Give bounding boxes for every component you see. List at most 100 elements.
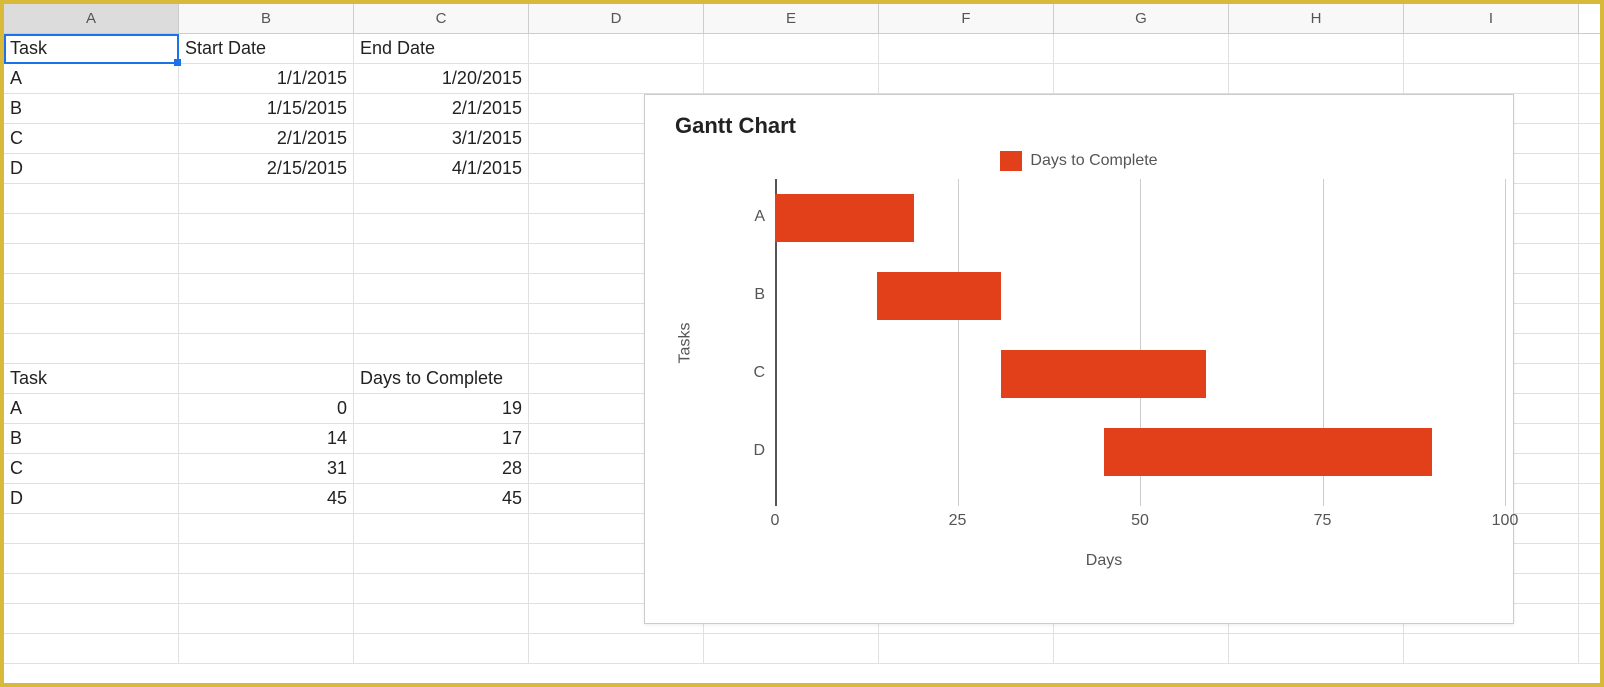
cell-d21[interactable] (529, 634, 704, 663)
cell-g1[interactable] (1054, 34, 1229, 63)
column-header-a[interactable]: A (4, 4, 179, 33)
cell-i21[interactable] (1404, 634, 1579, 663)
chart-bar-a (775, 194, 914, 242)
cell-c13[interactable]: 19 (354, 394, 529, 423)
cell-b21[interactable] (179, 634, 354, 663)
cell-c12[interactable]: Days to Complete (354, 364, 529, 393)
cell-a18[interactable] (4, 544, 179, 573)
cell-b3[interactable]: 1/15/2015 (179, 94, 354, 123)
cell-a13[interactable]: A (4, 394, 179, 423)
chart-xtick: 100 (1492, 512, 1519, 530)
cell-c15[interactable]: 28 (354, 454, 529, 483)
cell-a19[interactable] (4, 574, 179, 603)
cell-b10[interactable] (179, 304, 354, 333)
cell-b6[interactable] (179, 184, 354, 213)
cell-a15[interactable]: C (4, 454, 179, 483)
cell-d1[interactable] (529, 34, 704, 63)
cell-c8[interactable] (354, 244, 529, 273)
cell-c10[interactable] (354, 304, 529, 333)
cell-b16[interactable]: 45 (179, 484, 354, 513)
cell-c7[interactable] (354, 214, 529, 243)
cell-b20[interactable] (179, 604, 354, 633)
cell-h2[interactable] (1229, 64, 1404, 93)
cell-a11[interactable] (4, 334, 179, 363)
cell-b13[interactable]: 0 (179, 394, 354, 423)
cell-c4[interactable]: 3/1/2015 (354, 124, 529, 153)
column-header-e[interactable]: E (704, 4, 879, 33)
cell-c14[interactable]: 17 (354, 424, 529, 453)
column-header-g[interactable]: G (1054, 4, 1229, 33)
cell-c9[interactable] (354, 274, 529, 303)
cell-e1[interactable] (704, 34, 879, 63)
cell-a20[interactable] (4, 604, 179, 633)
spreadsheet-frame: ABCDEFGHI TaskStart DateEnd DateA1/1/201… (0, 0, 1604, 687)
cell-f21[interactable] (879, 634, 1054, 663)
chart-gridline (1505, 179, 1506, 506)
cell-i2[interactable] (1404, 64, 1579, 93)
chart-plot-area: Tasks 0255075100ABCD Days (665, 179, 1493, 574)
cell-a8[interactable] (4, 244, 179, 273)
cell-b1[interactable]: Start Date (179, 34, 354, 63)
cell-i1[interactable] (1404, 34, 1579, 63)
cell-c19[interactable] (354, 574, 529, 603)
cell-a3[interactable]: B (4, 94, 179, 123)
cell-b12[interactable] (179, 364, 354, 393)
cell-a9[interactable] (4, 274, 179, 303)
cell-a16[interactable]: D (4, 484, 179, 513)
cell-a6[interactable] (4, 184, 179, 213)
cell-a4[interactable]: C (4, 124, 179, 153)
chart-ylabel: Tasks (676, 322, 694, 363)
cell-a7[interactable] (4, 214, 179, 243)
cell-c16[interactable]: 45 (354, 484, 529, 513)
cell-d2[interactable] (529, 64, 704, 93)
column-header-i[interactable]: I (1404, 4, 1579, 33)
column-header-c[interactable]: C (354, 4, 529, 33)
cell-b11[interactable] (179, 334, 354, 363)
cell-b5[interactable]: 2/15/2015 (179, 154, 354, 183)
cell-c3[interactable]: 2/1/2015 (354, 94, 529, 123)
cell-e21[interactable] (704, 634, 879, 663)
column-header-d[interactable]: D (529, 4, 704, 33)
cell-h21[interactable] (1229, 634, 1404, 663)
cell-b14[interactable]: 14 (179, 424, 354, 453)
cell-c2[interactable]: 1/20/2015 (354, 64, 529, 93)
cell-f2[interactable] (879, 64, 1054, 93)
cell-b17[interactable] (179, 514, 354, 543)
cell-b7[interactable] (179, 214, 354, 243)
cell-a14[interactable]: B (4, 424, 179, 453)
cell-b15[interactable]: 31 (179, 454, 354, 483)
chart-title: Gantt Chart (645, 95, 1513, 151)
cell-h1[interactable] (1229, 34, 1404, 63)
cell-b2[interactable]: 1/1/2015 (179, 64, 354, 93)
cell-a10[interactable] (4, 304, 179, 333)
cell-b8[interactable] (179, 244, 354, 273)
cell-c18[interactable] (354, 544, 529, 573)
cell-a5[interactable]: D (4, 154, 179, 183)
cell-a17[interactable] (4, 514, 179, 543)
column-header-b[interactable]: B (179, 4, 354, 33)
cell-b4[interactable]: 2/1/2015 (179, 124, 354, 153)
cell-b18[interactable] (179, 544, 354, 573)
cell-b9[interactable] (179, 274, 354, 303)
cell-c17[interactable] (354, 514, 529, 543)
column-header-h[interactable]: H (1229, 4, 1404, 33)
cell-f1[interactable] (879, 34, 1054, 63)
cell-g21[interactable] (1054, 634, 1229, 663)
cell-c20[interactable] (354, 604, 529, 633)
cell-c11[interactable] (354, 334, 529, 363)
cell-c6[interactable] (354, 184, 529, 213)
cell-c1[interactable]: End Date (354, 34, 529, 63)
table-row (4, 634, 1600, 664)
cell-a1[interactable]: Task (4, 34, 179, 63)
cell-e2[interactable] (704, 64, 879, 93)
cell-a2[interactable]: A (4, 64, 179, 93)
gantt-chart[interactable]: Gantt Chart Days to Complete Tasks 02550… (644, 94, 1514, 624)
chart-legend: Days to Complete (645, 151, 1513, 171)
cell-a21[interactable] (4, 634, 179, 663)
cell-b19[interactable] (179, 574, 354, 603)
cell-a12[interactable]: Task (4, 364, 179, 393)
cell-c5[interactable]: 4/1/2015 (354, 154, 529, 183)
column-header-f[interactable]: F (879, 4, 1054, 33)
cell-g2[interactable] (1054, 64, 1229, 93)
cell-c21[interactable] (354, 634, 529, 663)
